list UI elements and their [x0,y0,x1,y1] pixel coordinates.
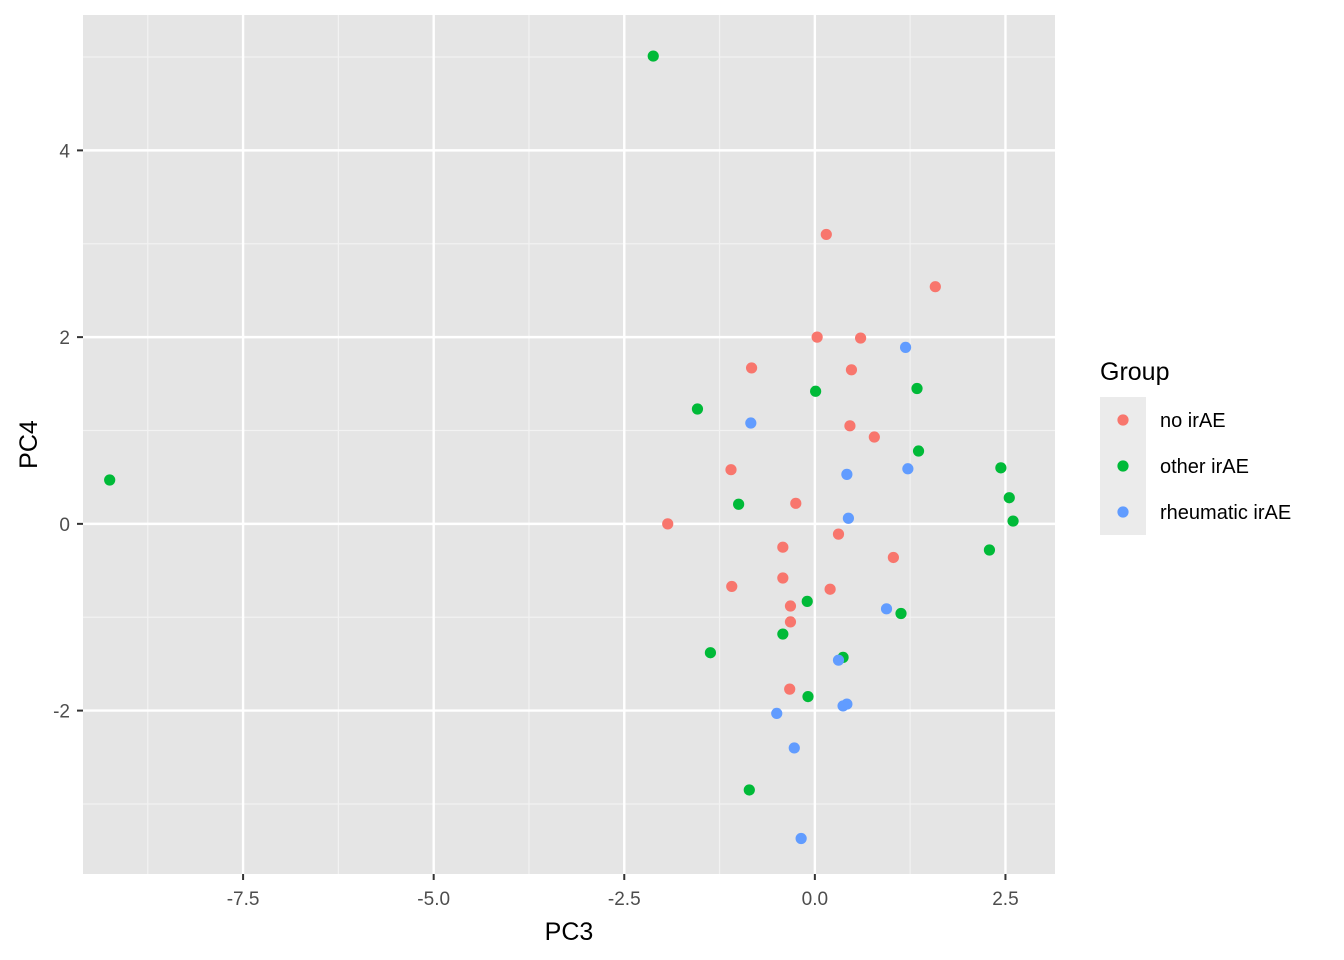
data-points [104,50,1019,845]
point-other-irae [895,607,907,620]
point-no-irae [820,228,832,241]
point-rheumatic-irae [899,341,912,353]
point-other-irae [995,462,1007,474]
x-axis: -7.5 -5.0 -2.5 0.0 2.5 [227,874,1019,910]
point-other-irae [104,474,116,486]
point-no-irae [868,431,880,443]
point-rheumatic-irae [841,468,853,480]
point-other-irae [743,784,755,796]
point-no-irae [745,362,758,374]
point-other-irae [1007,515,1019,527]
point-no-irae [855,332,867,344]
point-no-irae [887,551,899,564]
point-other-irae [647,50,659,62]
y-tick-label: 0 [59,515,70,536]
x-tick-label: -2.5 [608,889,641,910]
major-gridlines [83,15,1055,874]
legend-label: other irAE [1160,456,1249,478]
legend-label: no irAE [1160,410,1226,432]
point-other-irae [810,385,822,397]
y-axis: -2 0 2 4 [53,141,83,723]
point-no-irae [662,518,674,530]
x-tick-label: 2.5 [992,889,1018,910]
x-axis-title: PC3 [545,918,594,946]
point-rheumatic-irae [832,654,845,666]
point-no-irae [784,600,797,612]
point-no-irae [824,583,836,595]
point-other-irae [911,382,923,395]
y-tick-label: -2 [53,702,70,723]
legend-symbol [1117,414,1129,426]
point-rheumatic-irae [880,603,893,615]
point-rheumatic-irae [745,417,757,429]
point-no-irae [844,420,856,432]
point-rheumatic-irae [795,832,807,845]
point-other-irae [704,647,717,659]
point-other-irae [777,628,789,640]
point-other-irae [983,544,996,556]
point-no-irae [777,572,789,584]
point-no-irae [811,331,823,343]
legend-symbol [1117,460,1129,472]
point-other-irae [912,445,925,457]
point-rheumatic-irae [771,707,783,720]
point-rheumatic-irae [902,463,914,475]
point-rheumatic-irae [837,700,849,712]
legend-label: rheumatic irAE [1160,502,1291,524]
point-no-irae [784,683,796,695]
y-tick-label: 2 [59,328,70,349]
point-other-irae [802,690,814,703]
point-rheumatic-irae [788,742,800,754]
point-no-irae [725,464,737,476]
point-no-irae [832,528,845,540]
x-tick-label: 0.0 [802,889,828,910]
point-other-irae [691,403,704,415]
point-no-irae [784,616,797,628]
point-other-irae [733,498,745,510]
minor-gridlines [83,15,1055,874]
x-tick-label: -5.0 [417,889,450,910]
plot-panel [83,15,1055,874]
point-other-irae [1003,492,1015,504]
point-no-irae [845,364,858,376]
legend: Group no irAE other irAE rheumatic irAE [1100,358,1291,535]
point-rheumatic-irae [842,512,855,524]
legend-symbol [1117,506,1129,518]
point-no-irae [777,541,789,553]
y-axis-title: PC4 [15,420,43,469]
point-no-irae [790,497,802,509]
legend-title: Group [1100,358,1169,386]
y-tick-label: 4 [59,141,70,162]
point-other-irae [801,595,813,607]
point-no-irae [929,281,941,293]
point-no-irae [726,580,738,593]
legend-items: no irAE other irAE rheumatic irAE [1100,397,1291,535]
x-tick-label: -7.5 [227,889,260,910]
